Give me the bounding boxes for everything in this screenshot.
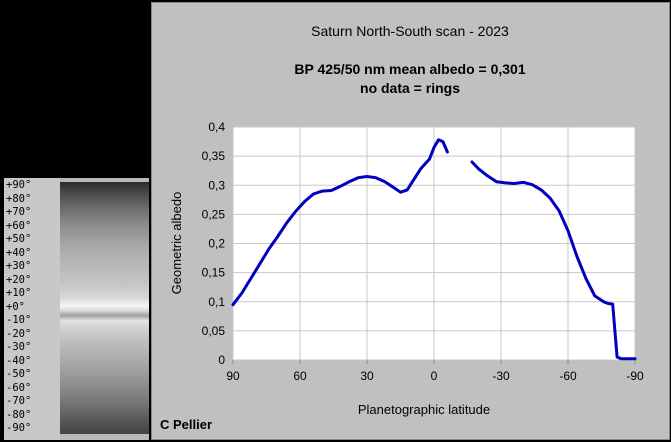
credit-label: C Pellier [160, 417, 212, 432]
x-tick-label: -60 [559, 369, 577, 383]
y-tick-label: 0,3 [208, 178, 225, 192]
latitude-label: +70° [6, 206, 32, 218]
planet-image-strip: +90° +80° +70° +60° +50° +40° +30° +20° +10° +0° -… [4, 178, 149, 440]
albedo-series-line [470, 160, 637, 361]
chart-subtitle-2: no data = rings [360, 80, 460, 96]
latitude-label: -10° [6, 314, 32, 326]
latitude-label: -80° [6, 408, 32, 421]
latitude-label: -50° [6, 368, 32, 380]
y-axis-label: Geometric albedo [169, 192, 184, 295]
latitude-labels: +90° +80° +70° +60° +50° +40° +30° +20° +10° +0° -… [4, 178, 60, 440]
x-tick-label: -30 [492, 369, 510, 383]
x-tick-label: 0 [431, 369, 438, 383]
latitude-label: +50° [6, 233, 32, 245]
x-axis-ticks: 90 60 30 0 -30 -60 -90 [226, 360, 644, 383]
latitude-label: -90° [6, 422, 32, 434]
y-tick-label: 0,15 [202, 266, 226, 280]
latitude-label: +90° [6, 179, 32, 191]
saturn-strip-image [60, 182, 149, 434]
left-panel: +90° +80° +70° +60° +50° +40° +30° +20° +10° +0° -… [0, 0, 150, 442]
latitude-label: +20° [6, 273, 32, 286]
y-tick-label: 0,2 [208, 237, 225, 251]
x-axis-label: Planetographic latitude [358, 402, 490, 417]
latitude-label: -60° [6, 381, 32, 394]
y-tick-label: 0,4 [208, 120, 225, 134]
series-group [231, 138, 637, 361]
albedo-chart: Saturn North-South scan - 2023 BP 425/50… [160, 23, 644, 432]
y-tick-label: 0 [218, 353, 225, 367]
chart-panel: Saturn North-South scan - 2023 BP 425/50… [151, 2, 670, 440]
y-tick-label: 0,1 [208, 295, 225, 309]
latitude-label: +40° [6, 246, 32, 259]
x-tick-label: 60 [293, 369, 307, 383]
latitude-label: +80° [6, 192, 32, 205]
y-axis-ticks: 0 0,05 0,1 0,15 0,2 0,25 0,3 0,35 0,4 [202, 120, 226, 367]
x-tick-label: 30 [360, 369, 374, 383]
latitude-label: -70° [6, 395, 32, 407]
latitude-label: +0° [6, 300, 25, 313]
y-tick-label: 0,25 [202, 207, 226, 221]
y-tick-label: 0,35 [202, 149, 226, 163]
latitude-label: +10° [6, 287, 32, 299]
latitude-label: -30° [6, 341, 32, 353]
x-tick-label: 90 [226, 369, 240, 383]
x-tick-label: -90 [626, 369, 644, 383]
latitude-label: +60° [6, 219, 32, 232]
latitude-label: -40° [6, 354, 32, 367]
y-tick-label: 0,05 [202, 324, 226, 338]
latitude-label: +30° [6, 260, 32, 272]
albedo-series-line [231, 138, 449, 307]
chart-title: Saturn North-South scan - 2023 [311, 23, 509, 39]
latitude-label: -20° [6, 327, 32, 340]
chart-subtitle-1: BP 425/50 nm mean albedo = 0,301 [294, 61, 525, 77]
